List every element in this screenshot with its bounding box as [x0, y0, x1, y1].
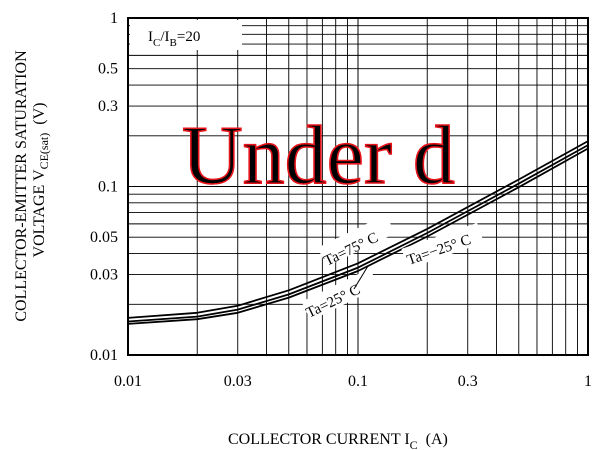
- label-ta75-bg: [317, 214, 396, 267]
- y-axis-title-line2: VOLTAGE VCE(sat)(V): [31, 103, 51, 258]
- x-tick-label: 1: [584, 373, 592, 390]
- leader-ta25: [353, 265, 369, 290]
- x-axis-title: COLLECTOR CURRENT IC (A): [228, 431, 448, 450]
- x-tick-label: 0.01: [114, 373, 142, 390]
- condition-box: IC/IB=20: [130, 20, 242, 50]
- y-tick-label: 0.5: [98, 61, 118, 78]
- plot-frame: [127, 17, 589, 356]
- x-tick-label: 0.1: [348, 373, 368, 390]
- watermark-layer: Under d: [181, 108, 456, 203]
- y-axis-title-line1: COLLECTOR-EMITTER SATURATION: [13, 50, 30, 322]
- series-line-1: [127, 144, 589, 323]
- y-tick-label: 0.05: [90, 229, 118, 246]
- watermark: Under d: [182, 109, 455, 202]
- y-axis-title: COLLECTOR-EMITTER SATURATION VOLTAGE VCE…: [13, 50, 51, 322]
- x-tick-labels: 0.01 0.03 0.1 0.3 1: [114, 373, 592, 390]
- condition-label: IC/IB=20: [148, 29, 200, 49]
- series-labels: Ta=75° C Ta=25° C Ta=−25° C: [301, 214, 484, 322]
- y-tick-labels: 0.01 0.03 0.05 0.1 0.3 0.5 1: [90, 10, 118, 364]
- label-ta25-bg: [301, 268, 380, 321]
- curves: [127, 140, 589, 325]
- series-line-0: [127, 140, 589, 319]
- y-tick-label: 0.01: [90, 347, 118, 364]
- label-ta-25-bg: [401, 222, 484, 269]
- y-tick-label: 0.03: [90, 267, 118, 284]
- x-tick-label: 0.3: [458, 373, 478, 390]
- y-tick-label: 1: [110, 10, 118, 27]
- series-line-2: [127, 147, 589, 325]
- x-tick-label: 0.03: [224, 373, 252, 390]
- y-tick-label: 0.1: [98, 179, 118, 196]
- condition-box-bg: [130, 20, 242, 50]
- y-tick-label: 0.3: [98, 98, 118, 115]
